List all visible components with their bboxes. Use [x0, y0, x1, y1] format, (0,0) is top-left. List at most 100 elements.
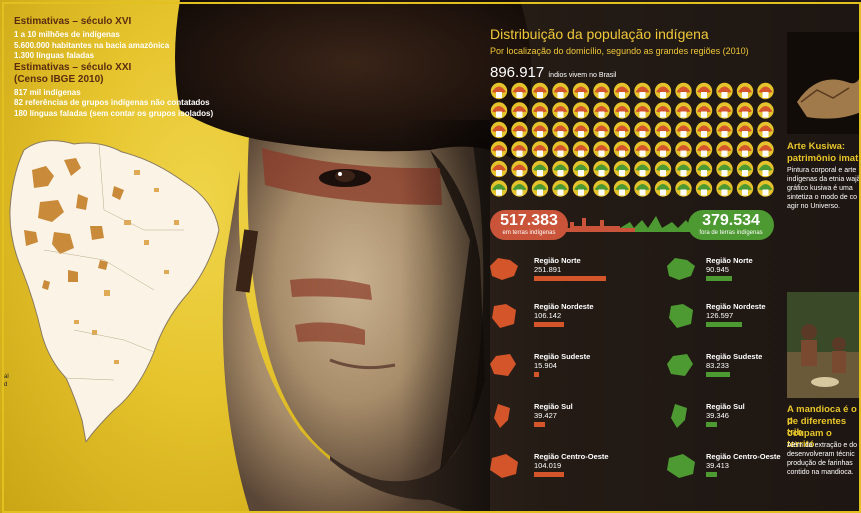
population-icon	[552, 160, 569, 178]
region-bar	[534, 472, 564, 477]
total-value: 896.917	[490, 64, 545, 81]
population-icon	[634, 160, 651, 178]
region-value: 251.891	[534, 265, 562, 274]
population-icon	[593, 180, 610, 197]
population-icon	[675, 180, 692, 197]
art-line: agir no Universo.	[787, 203, 840, 210]
region-map-in	[490, 258, 518, 280]
art-line: sintetiza o modo de co	[787, 194, 858, 201]
population-icon	[572, 160, 590, 178]
population-icon	[634, 82, 651, 100]
population-icon	[634, 180, 651, 197]
population-icon	[757, 160, 774, 178]
region-shape	[667, 354, 693, 376]
region-map-out	[671, 404, 687, 428]
region-value: 39.413	[706, 461, 729, 470]
estimates-16c-line: 5.600.000 habitantes na bacia amazônica	[14, 40, 170, 50]
region-out: Região Nordeste 126.597	[706, 302, 766, 327]
population-icon	[613, 141, 631, 158]
estimates-21c-line: 180 línguas faladas (sem contar os grupo…	[14, 108, 214, 118]
region-name: Região Sudeste	[534, 352, 591, 361]
region-value: 15.904	[534, 361, 557, 370]
population-icon	[490, 121, 508, 139]
population-icon	[634, 102, 651, 119]
population-icon	[552, 121, 569, 139]
region-name: Região Norte	[706, 256, 753, 265]
in-lands-value: 517.383	[500, 212, 558, 229]
mandioca-heading-3: ocupam o territó	[787, 428, 832, 450]
region-name: Região Norte	[534, 256, 581, 265]
mandioca-heading: A mandioca é o p	[787, 404, 857, 426]
chart-title: Distribuição da população indígena	[490, 26, 709, 42]
population-icon	[511, 160, 528, 178]
region-shape	[494, 404, 510, 428]
total-label: índios vivem no Brasil	[548, 72, 617, 79]
estimates-21c-heading: Estimativas – século XXI	[14, 61, 132, 73]
population-icon	[511, 82, 528, 100]
region-bar	[706, 372, 730, 377]
population-icon	[736, 102, 754, 119]
region-map-out	[669, 304, 693, 328]
population-icon	[490, 180, 508, 197]
population-icon	[675, 102, 692, 119]
region-name: Região Centro-Oeste	[706, 452, 781, 461]
region-value: 83.233	[706, 361, 729, 370]
population-icon	[593, 141, 610, 158]
population-icon	[757, 141, 774, 158]
estimates-21c-subheading: (Censo IBGE 2010)	[14, 73, 104, 85]
population-icon	[572, 121, 590, 139]
mandioca-text: Além da extração e do desenvolveram técn…	[787, 441, 857, 477]
population-icon	[716, 160, 733, 178]
population-icon	[552, 82, 569, 100]
population-icon	[613, 121, 631, 139]
population-icon	[511, 102, 528, 119]
region-value: 104.019	[534, 461, 562, 470]
population-icon	[695, 82, 713, 100]
population-icon	[736, 82, 754, 100]
population-icon	[593, 82, 610, 100]
population-icon	[511, 141, 528, 158]
region-name: Região Sul	[706, 402, 745, 411]
region-shape	[490, 454, 518, 478]
population-icon	[654, 102, 672, 119]
chart-subtitle: Por localização do domicílio, segundo as…	[490, 46, 749, 56]
population-icon	[613, 180, 631, 197]
region-bar	[706, 322, 743, 327]
region-value: 39.427	[534, 411, 557, 420]
population-icon	[757, 82, 774, 100]
population-icon	[716, 102, 733, 119]
region-out: Região Sudeste 83.233	[706, 352, 762, 377]
population-icon	[531, 121, 549, 139]
population-icon	[634, 121, 651, 139]
in-lands-label: em terras indígenas	[502, 230, 556, 236]
region-in: Região Norte 251.891	[534, 256, 606, 281]
estimates-21c-line: 82 referências de grupos indígenas não c…	[14, 98, 210, 107]
mandioca-line: desenvolveram técnic	[787, 451, 855, 458]
region-map-out	[667, 354, 693, 376]
region-name: Região Sudeste	[706, 352, 763, 361]
population-icon	[716, 121, 733, 139]
art-heading-2: patrimônio imat	[787, 153, 859, 164]
region-value: 106.142	[534, 311, 562, 320]
region-map-in	[492, 304, 516, 328]
estimates-16c-heading: Estimativas – século XVI	[14, 16, 132, 27]
region-bar	[534, 372, 539, 377]
population-icon	[757, 102, 774, 119]
region-out: Região Sul 39.346	[706, 402, 745, 427]
out-lands-pill: 379.534 fora de terras indígenas	[688, 210, 774, 240]
population-icon	[490, 141, 508, 158]
population-icon	[613, 102, 631, 119]
population-icon	[511, 121, 528, 139]
art-heading: Arte Kusiwa:	[787, 141, 846, 152]
region-out: Região Norte 90.945	[706, 256, 753, 281]
region-in: Região Sudeste 15.904	[534, 352, 590, 377]
estimates-21c-line: 817 mil indígenas	[14, 87, 81, 97]
region-shape	[490, 258, 518, 280]
population-icon	[716, 141, 733, 158]
population-icon	[716, 82, 733, 100]
population-icon	[736, 141, 754, 158]
population-icon	[490, 102, 508, 119]
region-map-in	[494, 404, 510, 428]
population-icon	[757, 121, 774, 139]
population-icon	[736, 160, 754, 178]
